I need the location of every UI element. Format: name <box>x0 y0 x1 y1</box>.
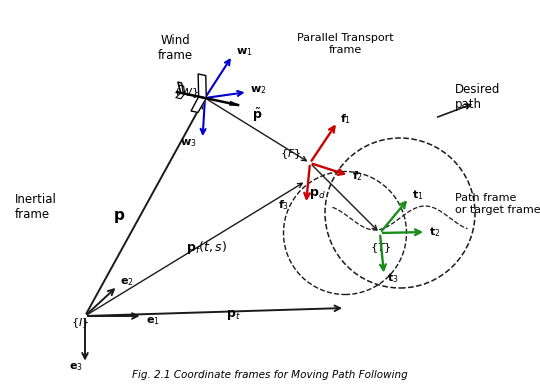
Text: $\tilde{\mathbf{p}}$: $\tilde{\mathbf{p}}$ <box>252 107 262 124</box>
Text: $\{W\}$: $\{W\}$ <box>173 86 199 100</box>
Polygon shape <box>176 93 185 99</box>
Text: Desired
path: Desired path <box>455 83 501 111</box>
Text: $\mathbf{f}_1$: $\mathbf{f}_1$ <box>341 112 352 126</box>
Text: $\mathbf{f}_3$: $\mathbf{f}_3$ <box>278 198 289 212</box>
Text: Wind
frame: Wind frame <box>158 34 193 62</box>
Text: Inertial
frame: Inertial frame <box>15 193 57 221</box>
Text: $\mathbf{p}$: $\mathbf{p}$ <box>113 210 126 225</box>
Text: Parallel Transport
frame: Parallel Transport frame <box>296 33 393 55</box>
Text: $\mathbf{p}_d$: $\mathbf{p}_d$ <box>309 187 326 201</box>
Text: $\mathbf{w}_2$: $\mathbf{w}_2$ <box>251 84 267 96</box>
Polygon shape <box>191 97 206 113</box>
Text: $\{T\}$: $\{T\}$ <box>370 241 392 255</box>
Text: $\mathbf{e}_1$: $\mathbf{e}_1$ <box>145 315 159 327</box>
Text: $\mathbf{e}_2$: $\mathbf{e}_2$ <box>120 276 134 288</box>
Text: $\{F\}$: $\{F\}$ <box>280 147 301 161</box>
Text: $\mathbf{w}_3$: $\mathbf{w}_3$ <box>180 137 197 149</box>
Polygon shape <box>179 85 185 94</box>
Text: $\mathbf{e}_3$: $\mathbf{e}_3$ <box>69 362 83 373</box>
Polygon shape <box>178 82 184 94</box>
Text: Path frame
or target frame: Path frame or target frame <box>455 193 540 215</box>
Text: $\mathbf{p}_t$: $\mathbf{p}_t$ <box>226 308 241 322</box>
Text: $\mathbf{t}_1$: $\mathbf{t}_1$ <box>412 188 424 202</box>
Text: $\mathbf{w}_1$: $\mathbf{w}_1$ <box>235 47 252 59</box>
Polygon shape <box>198 74 206 98</box>
Text: Fig. 2.1 Coordinate frames for Moving Path Following: Fig. 2.1 Coordinate frames for Moving Pa… <box>132 370 408 380</box>
Text: $\{I\}$: $\{I\}$ <box>71 316 89 330</box>
Text: $\mathbf{t}_3$: $\mathbf{t}_3$ <box>387 272 399 286</box>
Text: $\mathbf{f}_2$: $\mathbf{f}_2$ <box>352 170 363 184</box>
Text: $\mathbf{t}_2$: $\mathbf{t}_2$ <box>429 225 441 239</box>
Text: $\mathbf{p}_f(t,s)$: $\mathbf{p}_f(t,s)$ <box>186 239 226 256</box>
